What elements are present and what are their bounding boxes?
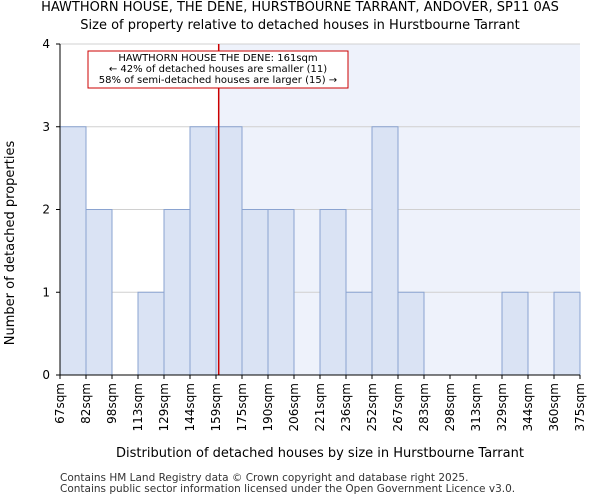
x-tick-label: 175sqm xyxy=(235,383,249,431)
x-tick-label: 206sqm xyxy=(287,383,301,431)
y-tick-label: 3 xyxy=(42,120,50,134)
bar xyxy=(319,209,347,376)
x-tick-label: 313sqm xyxy=(469,383,483,431)
x-tick-label: 298sqm xyxy=(443,383,457,431)
y-tick-labels: 0 1 2 3 4 xyxy=(42,37,60,382)
y-axis-label: Number of detached properties xyxy=(3,141,18,346)
x-tick-label: 190sqm xyxy=(261,383,275,431)
bar xyxy=(397,291,425,376)
chart-title: HAWTHORN HOUSE, THE DENE, HURSTBOURNE TA… xyxy=(41,0,559,15)
annotation-line-1: HAWTHORN HOUSE THE DENE: 161sqm xyxy=(118,53,317,64)
bar xyxy=(371,126,399,376)
x-tick-label: 113sqm xyxy=(131,383,145,431)
bars xyxy=(59,126,581,376)
bar xyxy=(241,209,269,376)
x-tick-label: 98sqm xyxy=(105,383,119,424)
x-tick-label: 375sqm xyxy=(573,383,587,431)
x-axis-label: Distribution of detached houses by size … xyxy=(116,446,524,461)
bar xyxy=(59,126,87,376)
bar xyxy=(345,291,373,376)
x-tick-label: 221sqm xyxy=(313,383,327,431)
x-tick-label: 267sqm xyxy=(391,383,405,431)
y-tick-label: 1 xyxy=(42,285,50,299)
x-tick-label: 360sqm xyxy=(547,383,561,431)
footer-copyright: Contains HM Land Registry data © Crown c… xyxy=(60,472,469,484)
x-tick-label: 82sqm xyxy=(79,383,93,424)
annotation-border xyxy=(87,50,349,89)
x-tick-label: 252sqm xyxy=(365,383,379,431)
chart-subtitle: Size of property relative to detached ho… xyxy=(80,18,520,33)
bar xyxy=(163,209,191,376)
bar xyxy=(501,291,529,376)
x-tick-label: 144sqm xyxy=(183,383,197,431)
bar xyxy=(553,291,581,376)
x-tick-label: 329sqm xyxy=(495,383,509,431)
bar xyxy=(267,209,295,376)
annotation-line-2: ← 42% of detached houses are smaller (11… xyxy=(109,64,327,75)
y-tick-label: 0 xyxy=(42,368,50,382)
x-tick-label: 236sqm xyxy=(339,383,353,431)
x-tick-label: 159sqm xyxy=(209,383,223,431)
x-tick-label: 67sqm xyxy=(53,383,67,424)
bar xyxy=(137,291,165,376)
bar xyxy=(85,209,113,376)
bar xyxy=(189,126,217,376)
annotation-line-3: 58% of semi-detached houses are larger (… xyxy=(99,75,337,86)
x-tick-labels: 67sqm 82sqm 98sqm 113sqm 129sqm 144sqm 159sqm 1… xyxy=(53,375,587,431)
footer-licence: Contains public sector information licen… xyxy=(60,483,516,495)
x-tick-label: 129sqm xyxy=(157,383,171,431)
annotation-box: HAWTHORN HOUSE THE DENE: 161sqm ← 42% of… xyxy=(87,50,349,89)
y-tick-label: 2 xyxy=(42,203,50,217)
bar xyxy=(215,126,243,376)
x-tick-label: 283sqm xyxy=(417,383,431,431)
y-tick-label: 4 xyxy=(42,37,50,51)
x-tick-label: 344sqm xyxy=(521,383,535,431)
